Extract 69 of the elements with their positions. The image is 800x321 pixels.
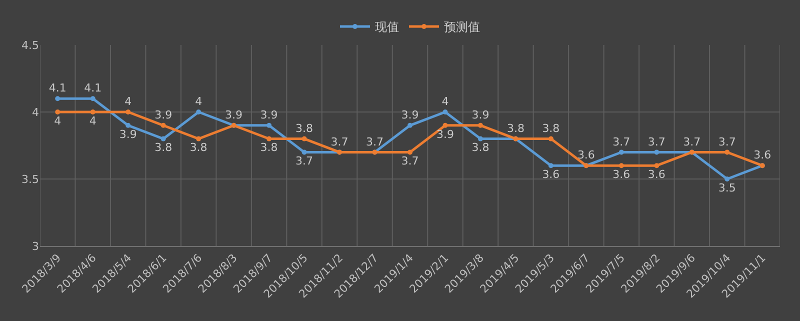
data-label: 4.1 bbox=[48, 82, 66, 95]
point bbox=[654, 163, 660, 168]
data-label: 4 bbox=[442, 95, 449, 108]
data-label: 3.8 bbox=[260, 141, 278, 154]
point bbox=[90, 110, 96, 114]
data-label: 3.8 bbox=[190, 141, 208, 154]
data-label: 3.6 bbox=[648, 168, 666, 181]
point bbox=[654, 150, 660, 155]
data-label: 4 bbox=[89, 114, 96, 128]
point bbox=[408, 122, 412, 128]
data-label: 3.7 bbox=[683, 135, 701, 148]
data-label: 3.9 bbox=[472, 108, 490, 122]
point bbox=[548, 136, 554, 142]
data-label: 3.9 bbox=[225, 108, 243, 122]
point bbox=[55, 110, 60, 114]
data-label: 3.7 bbox=[330, 135, 348, 148]
data-label: 3.8 bbox=[506, 122, 524, 135]
point bbox=[196, 136, 202, 142]
point bbox=[266, 136, 272, 142]
data-label: 3.7 bbox=[612, 135, 630, 148]
data-label: 3.8 bbox=[154, 141, 172, 154]
point bbox=[302, 150, 307, 155]
data-label: 3.6 bbox=[542, 168, 560, 181]
legend-label: 现值 bbox=[375, 20, 399, 34]
data-label: 3.9 bbox=[436, 128, 454, 141]
point bbox=[90, 96, 96, 102]
data-label: 3.8 bbox=[296, 122, 314, 135]
data-label: 3.8 bbox=[542, 122, 560, 135]
point bbox=[724, 150, 730, 155]
point bbox=[442, 122, 448, 128]
data-label: 3.6 bbox=[612, 168, 630, 181]
point bbox=[478, 122, 483, 128]
data-label: 4 bbox=[124, 95, 132, 108]
y-tick-label: 3 bbox=[32, 240, 39, 253]
data-label: 3.7 bbox=[401, 154, 419, 168]
point bbox=[548, 163, 554, 168]
point bbox=[196, 110, 202, 114]
y-tick-label: 4.5 bbox=[22, 38, 39, 52]
point bbox=[724, 176, 730, 182]
point bbox=[408, 150, 412, 155]
data-label: 3.9 bbox=[119, 128, 137, 141]
data-label: 3.7 bbox=[718, 135, 736, 148]
point bbox=[126, 110, 131, 114]
point bbox=[126, 122, 131, 128]
data-label: 3.9 bbox=[260, 108, 278, 122]
point bbox=[618, 150, 624, 155]
point bbox=[478, 136, 483, 142]
point bbox=[302, 136, 307, 142]
data-label: 4.1 bbox=[84, 82, 102, 95]
data-label: 3.6 bbox=[577, 148, 595, 162]
data-label: 3.6 bbox=[754, 148, 772, 162]
point bbox=[442, 110, 448, 114]
data-label: 3.9 bbox=[401, 108, 419, 122]
data-label: 3.7 bbox=[366, 135, 384, 148]
y-tick-label: 3.5 bbox=[22, 172, 39, 186]
point bbox=[160, 136, 166, 142]
legend-label: 预测值 bbox=[444, 20, 480, 34]
data-label: 3.7 bbox=[296, 154, 314, 168]
point bbox=[618, 163, 624, 168]
point bbox=[55, 96, 60, 102]
data-label: 3.9 bbox=[154, 108, 172, 122]
point bbox=[266, 122, 272, 128]
data-label: 4 bbox=[195, 95, 202, 108]
point bbox=[160, 122, 166, 128]
y-tick-label: 4 bbox=[32, 106, 39, 119]
data-label: 3.5 bbox=[718, 181, 736, 194]
data-label: 3.8 bbox=[472, 141, 490, 154]
data-label: 4 bbox=[54, 114, 62, 128]
data-label: 3.7 bbox=[648, 135, 666, 148]
